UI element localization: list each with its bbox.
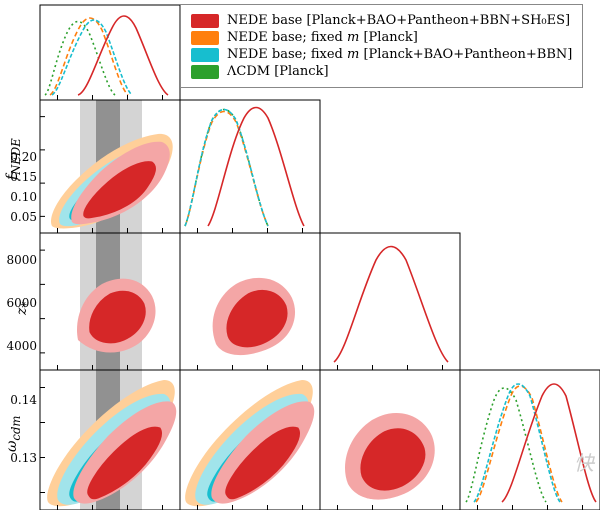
ytick-label: 0.14 (0, 393, 37, 407)
legend-item: NEDE base; fixed 𝑚 [Planck+BAO+Pantheon+… (191, 47, 572, 62)
ytick-label: 0.05 (0, 210, 37, 224)
ytick-label: 0.13 (0, 451, 37, 465)
legend-item: NEDE base [Planck+BAO+Pantheon+BBN+SH₀ES… (191, 13, 572, 28)
legend-swatch (191, 31, 219, 45)
ytick-label: 4000 (0, 339, 37, 353)
ytick-label: 8000 (0, 253, 37, 267)
legend-swatch (191, 48, 219, 62)
legend-label: ΛCDM [Planck] (227, 64, 329, 79)
legend-swatch (191, 14, 219, 28)
legend-label: NEDE base; fixed 𝑚 [Planck+BAO+Pantheon+… (227, 47, 572, 62)
legend-label: NEDE base [Planck+BAO+Pantheon+BBN+SH₀ES… (227, 13, 570, 28)
legend-label: NEDE base; fixed 𝑚 [Planck] (227, 30, 418, 45)
legend-swatch (191, 65, 219, 79)
legend: NEDE base [Planck+BAO+Pantheon+BBN+SH₀ES… (180, 4, 583, 88)
corner-plot: NEDE base [Planck+BAO+Pantheon+BBN+SH₀ES… (0, 0, 600, 510)
ylabel-wcdm: ωcdm (4, 438, 18, 452)
watermark: 快 (574, 447, 594, 476)
ytick-label: 0.15 (0, 170, 37, 184)
legend-item: ΛCDM [Planck] (191, 64, 572, 79)
ytick-label: 0.20 (0, 150, 37, 164)
ytick-label: 0.10 (0, 190, 37, 204)
ytick-label: 6000 (0, 296, 37, 310)
legend-item: NEDE base; fixed 𝑚 [Planck] (191, 30, 572, 45)
